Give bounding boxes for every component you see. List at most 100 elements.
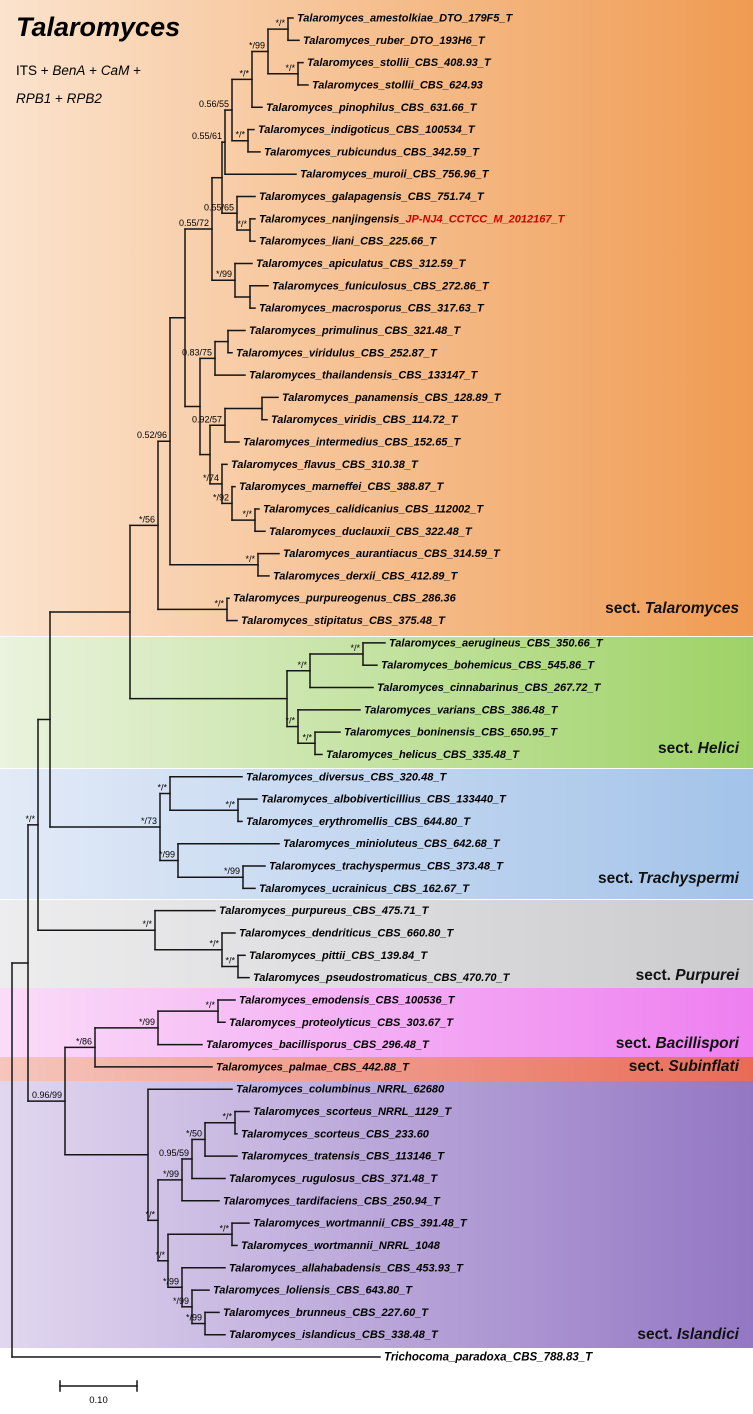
section-band-bacillispori xyxy=(0,988,753,1057)
section-label-islandici: sect. Islandici xyxy=(637,1326,739,1344)
taxon-label: Talaromyces_duclauxii_CBS_322.48_T xyxy=(269,526,473,538)
marker-text: + xyxy=(85,63,101,78)
taxon-label: Talaromyces_primulinus_CBS_321.48_T xyxy=(249,325,461,337)
taxon-label: Talaromyces_stipitatus_CBS_375.48_T xyxy=(241,615,446,627)
taxon-label: Talaromyces_islandicus_CBS_338.48_T xyxy=(229,1329,439,1341)
section-band-trachyspermi xyxy=(0,769,753,899)
marker-text: + xyxy=(51,91,67,106)
support-value: */* xyxy=(155,1250,165,1260)
taxon-label: Talaromyces_brunneus_CBS_227.60_T xyxy=(223,1307,429,1319)
support-value: */* xyxy=(209,939,219,949)
support-value: 0.96/99 xyxy=(32,1090,62,1100)
section-prefix: sect. xyxy=(637,1326,677,1343)
taxon-label: Talaromyces_macrosporus_CBS_317.63_T xyxy=(259,303,485,315)
section-label-purpurei: sect. Purpurei xyxy=(636,967,739,985)
marker-text: + xyxy=(129,63,141,78)
taxon-label: Talaromyces_amestolkiae_DTO_179F5_T xyxy=(297,13,514,25)
taxon-label: Talaromyces_loliensis_CBS_643.80_T xyxy=(213,1285,413,1297)
support-value: */74 xyxy=(203,473,219,483)
taxon-label: Talaromyces_bacillisporus_CBS_296.48_T xyxy=(206,1039,430,1051)
taxon-label: Trichocoma_paradoxa_CBS_788.83_T xyxy=(384,1352,593,1364)
taxon-label: Talaromyces_bohemicus_CBS_545.86_T xyxy=(381,660,595,672)
marker-text: ITS + xyxy=(16,63,53,78)
taxon-label: Talaromyces_stollii_CBS_624.93 xyxy=(312,79,483,91)
support-value: */99 xyxy=(224,866,240,876)
taxon-label: Talaromyces_trachyspermus_CBS_373.48_T xyxy=(269,861,504,873)
taxon-label: Talaromyces_ruber_DTO_193H6_T xyxy=(303,35,486,47)
support-value: */* xyxy=(285,716,295,726)
support-value: 0.83/75 xyxy=(182,347,212,357)
taxon-label: Talaromyces_wortmannii_NRRL_1048 xyxy=(241,1240,441,1252)
taxon-label: Talaromyces_funiculosus_CBS_272.86_T xyxy=(272,280,490,292)
support-value: */* xyxy=(237,219,247,229)
section-band-helici xyxy=(0,637,753,768)
taxon-label: Talaromyces_emodensis_CBS_100536_T xyxy=(239,994,456,1006)
taxon-label: Talaromyces_liani_CBS_225.66_T xyxy=(259,236,437,248)
taxon-label: Talaromyces_dendriticus_CBS_660.80_T xyxy=(239,927,454,939)
support-value: */* xyxy=(214,598,224,608)
support-value: */* xyxy=(157,783,167,793)
support-value: */* xyxy=(225,955,235,965)
gene-name: RPB2 xyxy=(66,91,102,106)
section-name: Islandici xyxy=(676,1326,739,1343)
section-band-subinflati xyxy=(0,1057,753,1081)
marker-line-2: RPB1 + RPB2 xyxy=(16,91,180,107)
support-value: 0.55/61 xyxy=(192,131,222,141)
support-value: */* xyxy=(225,799,235,809)
support-value: */* xyxy=(285,63,295,73)
support-value: 0.56/55 xyxy=(199,99,229,109)
section-prefix: sect. xyxy=(605,600,645,617)
taxon-label: Talaromyces_tardifaciens_CBS_250.94_T xyxy=(223,1195,441,1207)
support-value: */99 xyxy=(186,1313,202,1323)
support-value: */99 xyxy=(163,1169,179,1179)
support-value: */99 xyxy=(163,1276,179,1286)
support-value: */* xyxy=(350,643,360,653)
support-value: */99 xyxy=(159,849,175,859)
taxon-label: Talaromyces_wortmannii_CBS_391.48_T xyxy=(253,1218,468,1230)
taxon-label: Talaromyces_erythromellis_CBS_644.80_T xyxy=(246,816,471,828)
taxon-label: Talaromyces_derxii_CBS_412.89_T xyxy=(273,570,459,582)
taxon-label: Talaromyces_panamensis_CBS_128.89_T xyxy=(282,392,502,404)
taxon-label: Talaromyces_rugulosus_CBS_371.48_T xyxy=(229,1173,438,1185)
support-value: */99 xyxy=(173,1296,189,1306)
section-prefix: sect. xyxy=(597,870,638,887)
support-value: */* xyxy=(297,660,307,670)
taxon-label: Talaromyces_allahabadensis_CBS_453.93_T xyxy=(229,1262,464,1274)
section-band-islandici xyxy=(0,1081,753,1348)
section-name: Talaromyces xyxy=(644,600,739,617)
support-value: */50 xyxy=(186,1128,202,1138)
support-value: */* xyxy=(142,919,152,929)
taxon-label: Talaromyces_muroii_CBS_756.96_T xyxy=(300,169,490,181)
genus-title: Talaromyces xyxy=(16,12,181,42)
support-value: */* xyxy=(235,130,245,140)
support-value: 0.55/72 xyxy=(179,218,209,228)
support-value: 0.55/65 xyxy=(204,202,234,212)
taxon-label: Talaromyces_viridis_CBS_114.72_T xyxy=(271,414,459,426)
taxon-label: Talaromyces_tratensis_CBS_113146_T xyxy=(241,1151,445,1163)
section-prefix: sect. xyxy=(628,1058,669,1075)
support-value: */* xyxy=(205,1000,215,1010)
support-value: */* xyxy=(145,1209,155,1219)
taxon-label: Talaromyces_minioluteus_CBS_642.68_T xyxy=(283,838,501,850)
taxon-label: Talaromyces_marneffei_CBS_388.87_T xyxy=(239,481,445,493)
scale-bar-label: 0.10 xyxy=(89,1395,108,1406)
section-label-bacillispori: sect. Bacillispori xyxy=(616,1035,739,1053)
taxon-label: Talaromyces_purpureus_CBS_475.71_T xyxy=(219,905,430,917)
taxon-label: Talaromyces_cinnabarinus_CBS_267.72_T xyxy=(377,682,602,694)
support-value: 0.52/96 xyxy=(137,430,167,440)
taxon-label: Talaromyces_thailandensis_CBS_133147_T xyxy=(249,370,479,382)
support-value: */* xyxy=(222,1112,232,1122)
support-value: */* xyxy=(302,732,312,742)
taxon-label: Talaromyces_rubicundus_CBS_342.59_T xyxy=(264,146,480,158)
taxon-label: Talaromyces_flavus_CBS_310.38_T xyxy=(231,459,419,471)
taxon-label: Talaromyces_purpureogenus_CBS_286.36 xyxy=(233,593,457,605)
taxon-label: Talaromyces_pseudostromaticus_CBS_470.70… xyxy=(253,972,511,984)
support-value: */* xyxy=(239,68,249,78)
taxon-label: Talaromyces_intermedius_CBS_152.65_T xyxy=(243,437,462,449)
section-label-talaromyces: sect. Talaromyces xyxy=(605,600,739,618)
taxon-label: Talaromyces_boninensis_CBS_650.95_T xyxy=(344,727,558,739)
section-prefix: sect. xyxy=(615,1035,656,1052)
highlighted-strain: JP-NJ4_CCTCC_M_2012167_T xyxy=(405,213,565,225)
support-value: */99 xyxy=(216,269,232,279)
taxon-label: Talaromyces_ucrainicus_CBS_162.67_T xyxy=(259,883,470,895)
